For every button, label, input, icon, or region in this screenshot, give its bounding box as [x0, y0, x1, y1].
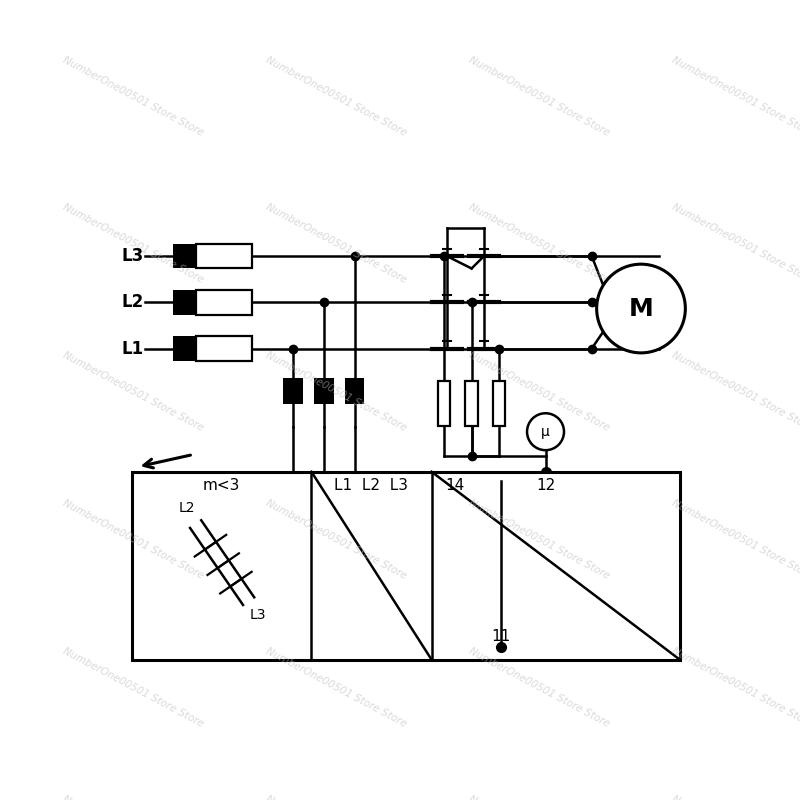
- Text: NumberOne00501 Store Store: NumberOne00501 Store Store: [467, 202, 611, 286]
- Text: 11: 11: [491, 630, 510, 644]
- Circle shape: [597, 264, 686, 353]
- Text: NumberOne00501 Store Store: NumberOne00501 Store Store: [0, 350, 2, 433]
- Text: 14: 14: [445, 478, 464, 493]
- Bar: [438, 382, 450, 426]
- Bar: [131, 472, 680, 660]
- Text: M: M: [629, 297, 654, 321]
- Text: NumberOne00501 Store Store: NumberOne00501 Store Store: [467, 498, 611, 581]
- Text: NumberOne00501 Store Store: NumberOne00501 Store Store: [467, 646, 611, 729]
- Text: L1  L2  L3: L1 L2 L3: [334, 478, 409, 493]
- Text: NumberOne00501 Store Store: NumberOne00501 Store Store: [264, 54, 408, 138]
- Text: NumberOne00501 Store Store: NumberOne00501 Store Store: [670, 350, 800, 433]
- Text: NumberOne00501 Store Store: NumberOne00501 Store Store: [670, 646, 800, 729]
- Text: L2: L2: [122, 294, 144, 311]
- Text: NumberOne00501 Store Store: NumberOne00501 Store Store: [61, 202, 205, 286]
- Text: NumberOne00501 Store Store: NumberOne00501 Store Store: [467, 350, 611, 433]
- Text: NumberOne00501 Store Store: NumberOne00501 Store Store: [61, 498, 205, 581]
- Bar: [196, 290, 252, 314]
- Text: μ: μ: [541, 425, 550, 438]
- Bar: [466, 382, 478, 426]
- Bar: [196, 336, 252, 361]
- Text: NumberOne00501 Store Store: NumberOne00501 Store Store: [0, 498, 2, 581]
- Bar: [283, 378, 303, 404]
- Text: NumberOne00501 Store Store: NumberOne00501 Store Store: [0, 202, 2, 286]
- Text: NumberOne00501 Store Store: NumberOne00501 Store Store: [467, 54, 611, 138]
- Bar: [493, 382, 506, 426]
- Text: L3: L3: [122, 247, 144, 265]
- Text: NumberOne00501 Store Store: NumberOne00501 Store Store: [61, 54, 205, 138]
- Text: L1: L1: [122, 339, 144, 358]
- Bar: [314, 378, 334, 404]
- Text: NumberOne00501 Store Store: NumberOne00501 Store Store: [0, 646, 2, 729]
- Text: NumberOne00501 Store Store: NumberOne00501 Store Store: [264, 646, 408, 729]
- Text: NumberOne00501 Store Store: NumberOne00501 Store Store: [670, 794, 800, 800]
- Bar: [173, 290, 196, 314]
- Text: NumberOne00501 Store Store: NumberOne00501 Store Store: [264, 202, 408, 286]
- Text: NumberOne00501 Store Store: NumberOne00501 Store Store: [61, 646, 205, 729]
- Text: NumberOne00501 Store Store: NumberOne00501 Store Store: [670, 54, 800, 138]
- Text: NumberOne00501 Store Store: NumberOne00501 Store Store: [264, 350, 408, 433]
- Text: 12: 12: [536, 478, 555, 493]
- Text: m<3: m<3: [203, 478, 240, 493]
- Bar: [345, 378, 365, 404]
- Bar: [173, 336, 196, 361]
- Text: L2: L2: [178, 502, 195, 515]
- Text: L3: L3: [249, 608, 266, 622]
- Text: NumberOne00501 Store Store: NumberOne00501 Store Store: [264, 794, 408, 800]
- Text: NumberOne00501 Store Store: NumberOne00501 Store Store: [0, 794, 2, 800]
- Bar: [196, 244, 252, 269]
- Text: NumberOne00501 Store Store: NumberOne00501 Store Store: [670, 498, 800, 581]
- Text: NumberOne00501 Store Store: NumberOne00501 Store Store: [61, 794, 205, 800]
- Bar: [173, 244, 196, 269]
- Text: NumberOne00501 Store Store: NumberOne00501 Store Store: [670, 202, 800, 286]
- Text: NumberOne00501 Store Store: NumberOne00501 Store Store: [61, 350, 205, 433]
- Text: NumberOne00501 Store Store: NumberOne00501 Store Store: [467, 794, 611, 800]
- Circle shape: [527, 414, 564, 450]
- Text: NumberOne00501 Store Store: NumberOne00501 Store Store: [0, 54, 2, 138]
- Text: NumberOne00501 Store Store: NumberOne00501 Store Store: [264, 498, 408, 581]
